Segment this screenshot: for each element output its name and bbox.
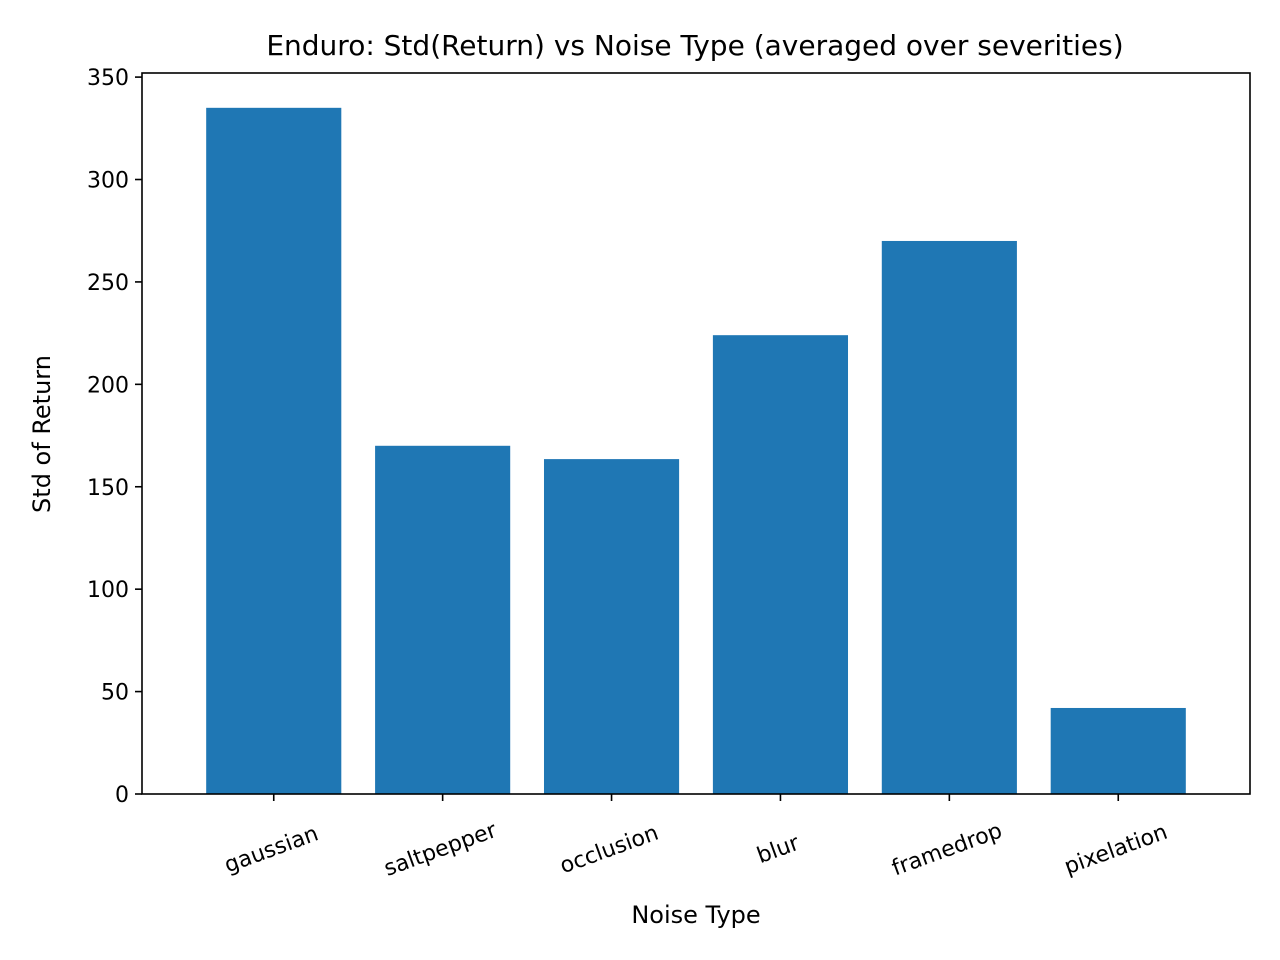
bar-pixelation [1050, 707, 1186, 794]
plot-frame [141, 72, 1251, 795]
y-tick-label: 350 [87, 66, 129, 91]
y-tick-label: 100 [87, 578, 129, 603]
y-tick-label: 300 [87, 169, 129, 194]
bar-gaussian [206, 107, 342, 794]
chart-title: Enduro: Std(Return) vs Noise Type (avera… [266, 29, 1123, 62]
y-axis-label: Std of Return [28, 355, 56, 513]
bars-group [206, 107, 1186, 795]
bar-blur [712, 335, 849, 794]
bar-occlusion [543, 459, 680, 794]
y-tick-label: 50 [101, 681, 129, 706]
y-tick-label: 150 [87, 476, 129, 501]
y-tick-label: 0 [115, 783, 129, 808]
bar-framedrop [881, 240, 1017, 795]
x-axis-label: Noise Type [631, 901, 760, 929]
y-tick-label: 200 [87, 373, 129, 398]
y-axis: 0 50 100 150 200 250 300 350 [87, 66, 142, 808]
bar-saltpepper [375, 445, 511, 794]
y-tick-label: 250 [87, 271, 129, 296]
